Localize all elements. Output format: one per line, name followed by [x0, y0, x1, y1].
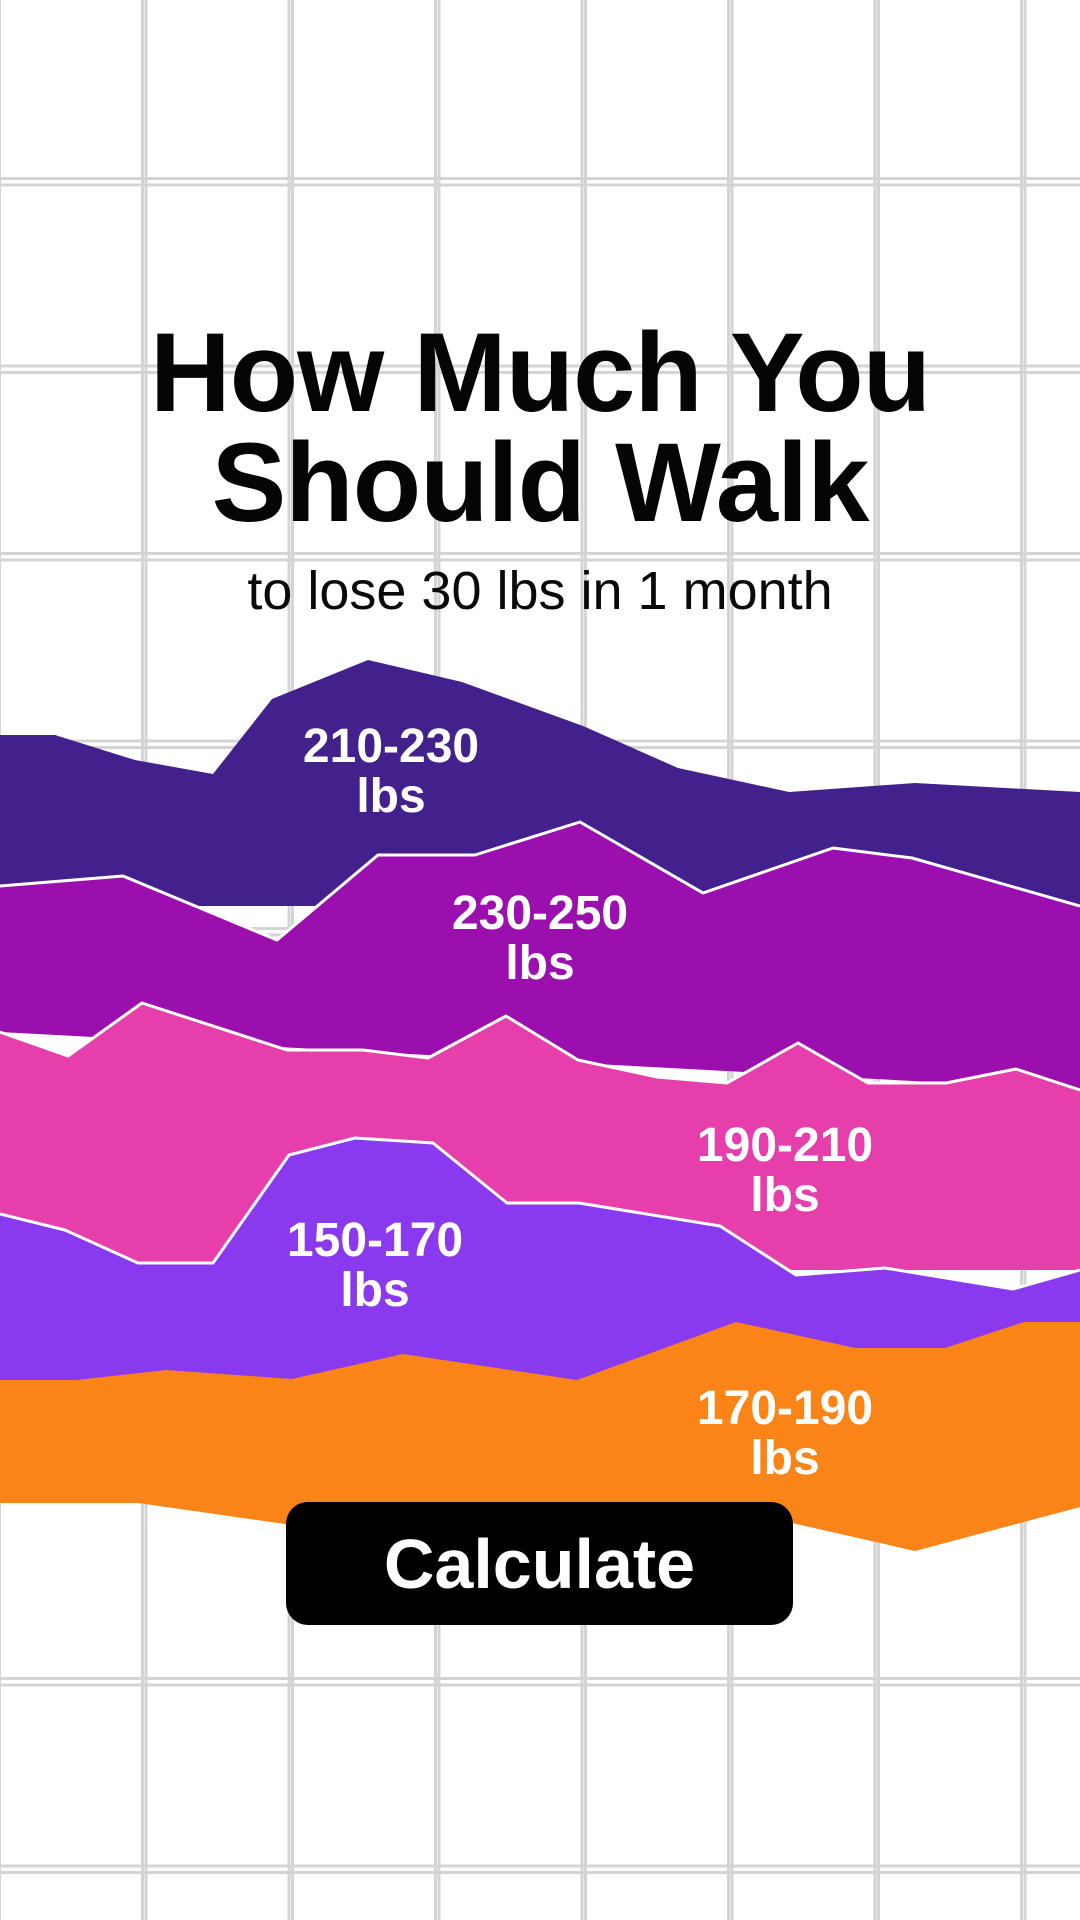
- band-label-unit: lbs: [356, 770, 426, 823]
- page-title: How Much You Should Walk: [0, 317, 1080, 539]
- band-label-unit: lbs: [750, 1432, 820, 1485]
- band-label-230-250: 230-250 lbs: [380, 889, 700, 989]
- band-label-150-170: 150-170 lbs: [215, 1216, 535, 1316]
- band-label-170-190: 170-190 lbs: [625, 1384, 945, 1484]
- band-label-range: 230-250: [451, 887, 629, 940]
- band-210-230: [0, 660, 1080, 906]
- page-subtitle: to lose 30 lbs in 1 month: [247, 561, 833, 621]
- band-label-unit: lbs: [340, 1264, 410, 1317]
- band-170-190: [0, 1322, 1080, 1551]
- title-line-1: How Much You: [149, 310, 931, 435]
- outline-150-170: [0, 1136, 1080, 1291]
- band-label-unit: lbs: [750, 1169, 820, 1222]
- calculate-button[interactable]: Calculate: [286, 1502, 793, 1625]
- band-label-range: 190-210: [696, 1119, 874, 1172]
- band-label-range: 150-170: [286, 1214, 464, 1267]
- outline-190-210: [0, 1001, 1080, 1092]
- band-230-250: [0, 822, 1080, 1090]
- band-label-210-230: 210-230 lbs: [231, 722, 551, 822]
- title-line-2: Should Walk: [211, 420, 870, 545]
- band-label-range: 210-230: [302, 720, 480, 773]
- band-label-range: 170-190: [696, 1382, 874, 1435]
- band-label-unit: lbs: [505, 937, 575, 990]
- band-150-170: [0, 1138, 1080, 1390]
- band-label-190-210: 190-210 lbs: [625, 1121, 945, 1221]
- outline-230-250: [0, 820, 1080, 942]
